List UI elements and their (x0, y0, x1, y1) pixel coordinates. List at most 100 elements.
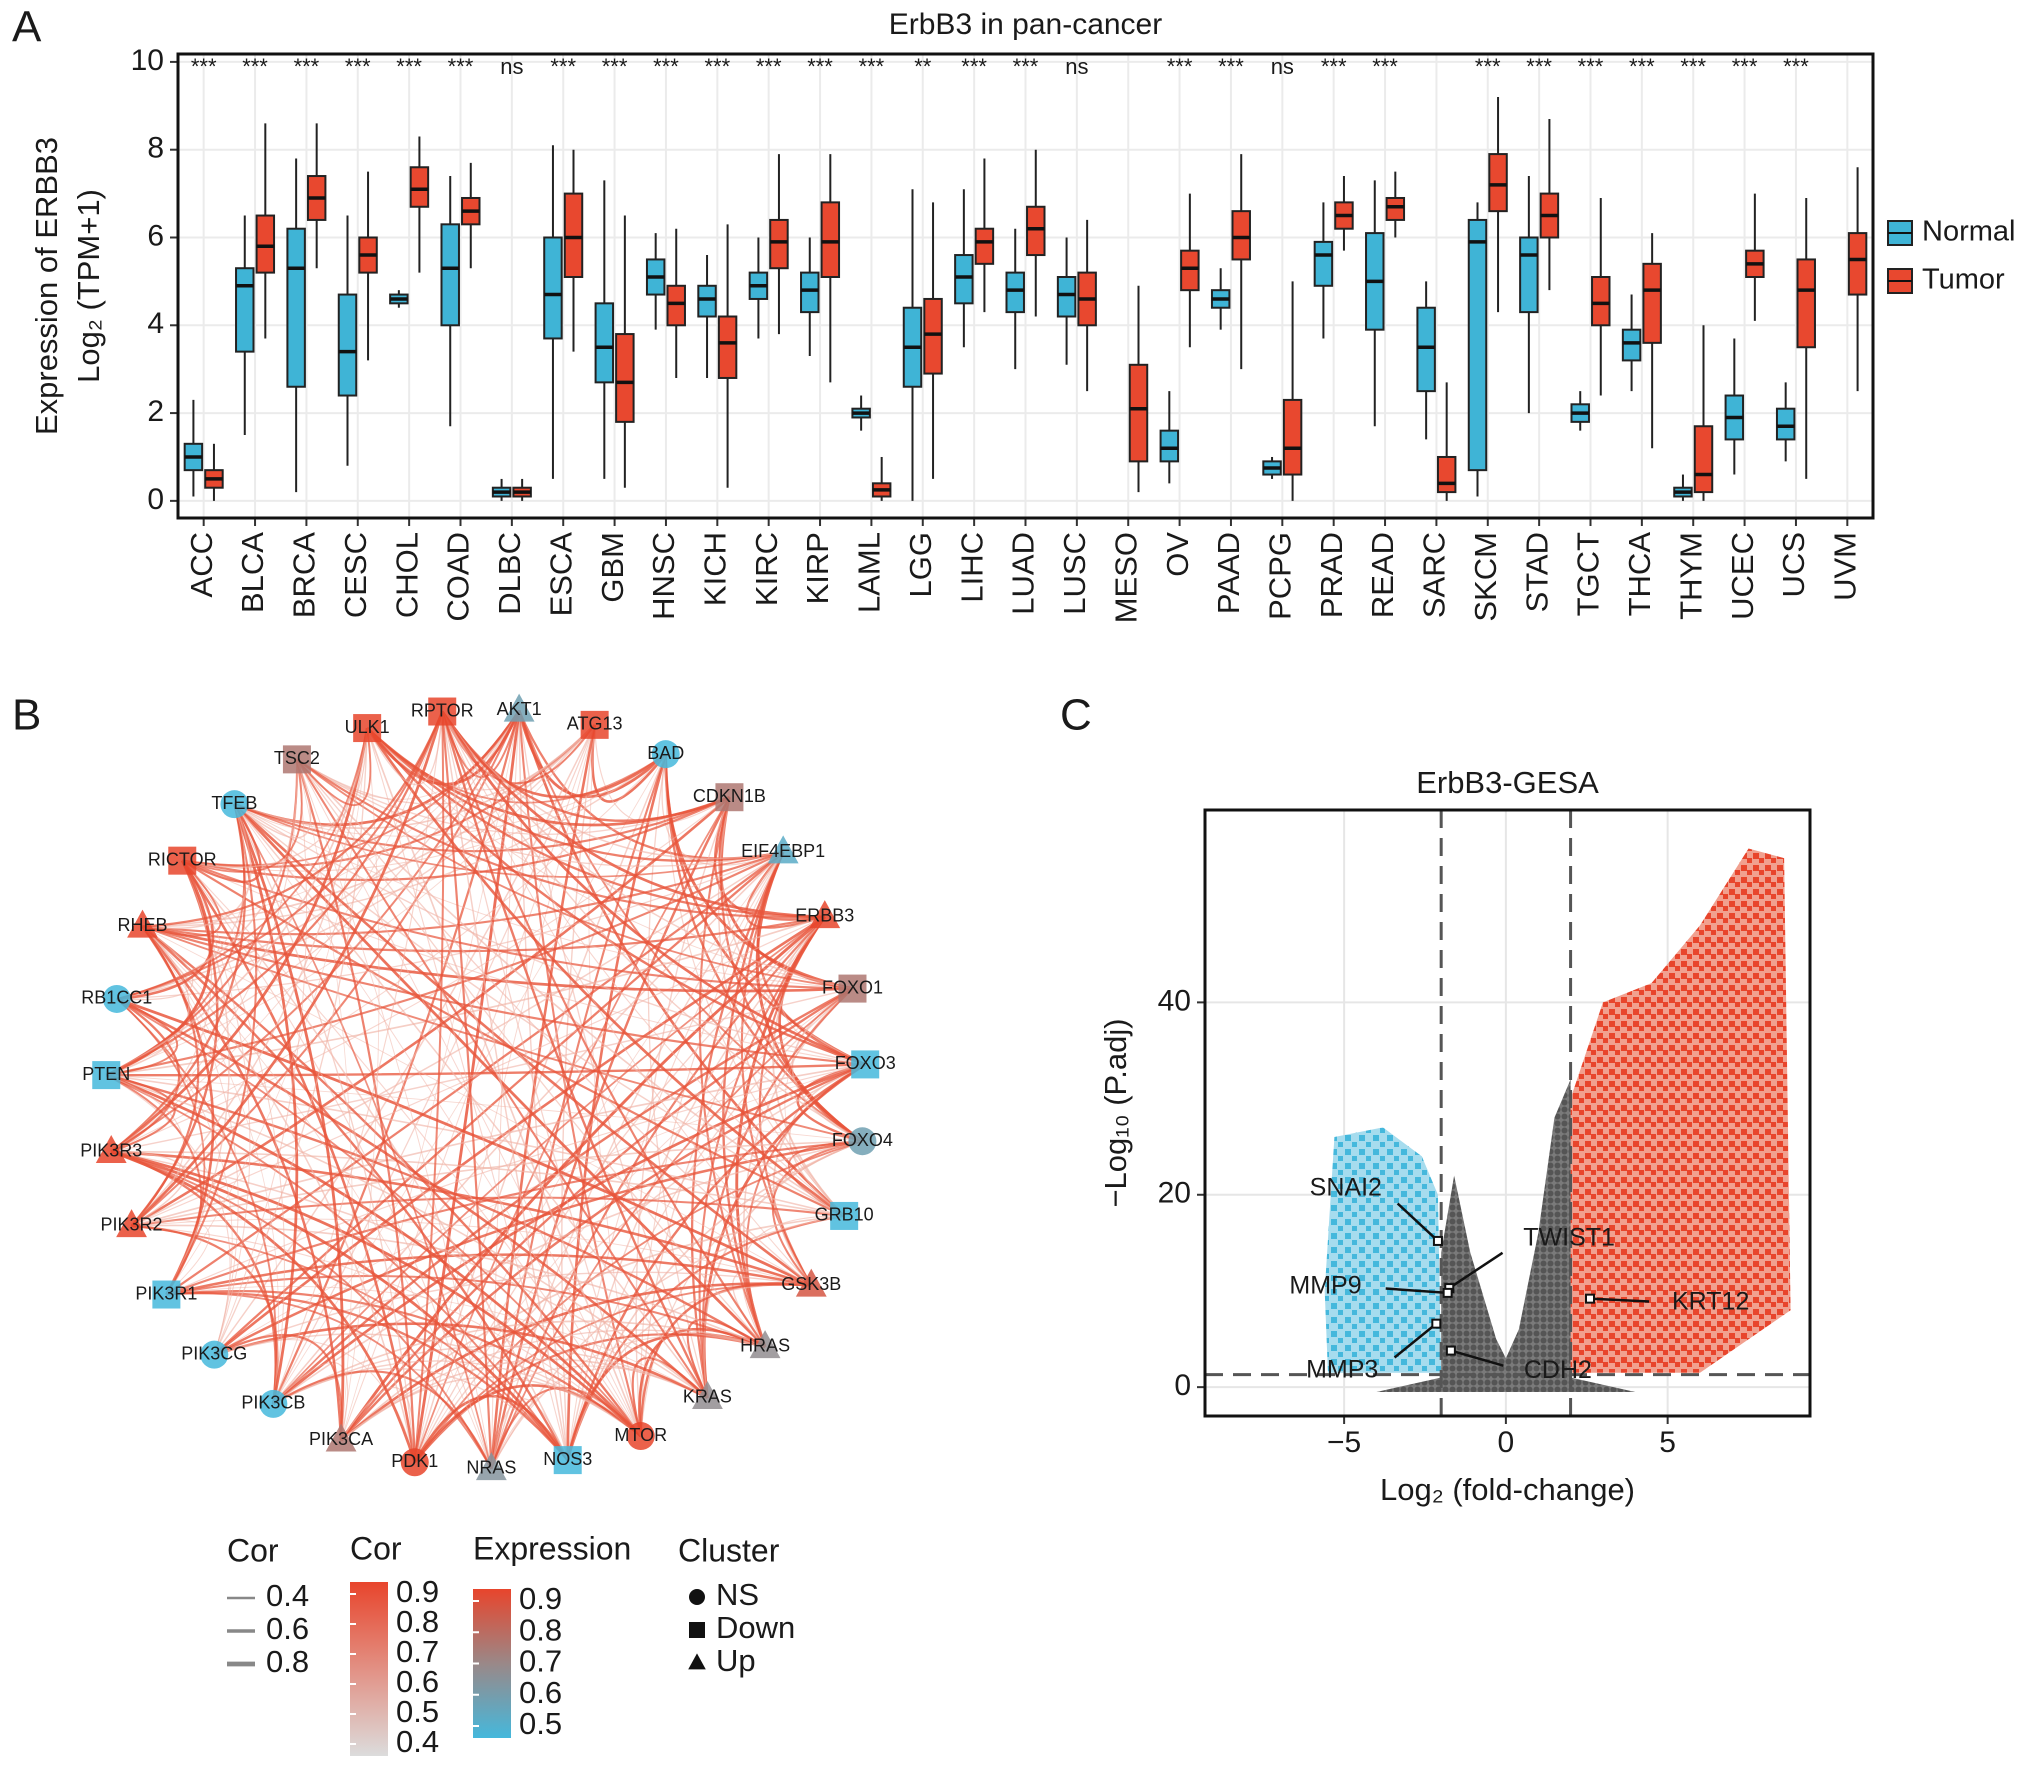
edge (272, 1063, 866, 1405)
significance-label: *** (1629, 54, 1655, 79)
x-tick-label: BRCA (287, 532, 322, 618)
legend-gradient (473, 1589, 511, 1738)
legend-title: Expression (473, 1530, 631, 1566)
edge (116, 998, 642, 1437)
edge (366, 727, 853, 990)
node (688, 1653, 706, 1670)
significance-label: *** (1732, 54, 1758, 79)
box (1467, 218, 1488, 472)
edge (116, 859, 215, 1001)
legend-gradient (350, 1582, 388, 1756)
legend-label: NS (716, 1577, 759, 1612)
x-tick-label: KIRC (749, 532, 784, 606)
node-label: TSC2 (274, 748, 320, 768)
node-label: MTOR (614, 1425, 667, 1445)
box (1591, 276, 1611, 327)
node-label: HRAS (740, 1336, 790, 1356)
y-tick-label: 6 (147, 219, 164, 252)
x-tick-label: LAML (852, 532, 887, 613)
node (715, 783, 744, 812)
edge (181, 860, 251, 1355)
significance-label: *** (1218, 54, 1244, 79)
node-label: PIK3R1 (135, 1283, 197, 1303)
node-label: NRAS (466, 1458, 516, 1478)
node-label: CDKN1B (693, 786, 766, 806)
significance-label: *** (345, 54, 371, 79)
edge (233, 803, 493, 1470)
gene-point (1445, 1345, 1456, 1356)
y-axis-label: −Log₁₀ (P.adj) (1098, 1018, 1133, 1207)
node-label: PDK1 (391, 1451, 438, 1471)
node-label: PIK3R2 (101, 1215, 163, 1235)
node (689, 1622, 705, 1638)
edge (296, 758, 845, 1217)
label-connector (1448, 1251, 1504, 1290)
edge (490, 851, 784, 1470)
edge (110, 759, 298, 1153)
edge (181, 803, 262, 883)
gene-label: MMP9 (1289, 1271, 1361, 1299)
significance-label: ns (500, 54, 523, 79)
node-label: FOXO3 (835, 1053, 896, 1073)
node (200, 1340, 229, 1369)
edge (110, 711, 443, 1153)
significance-label: *** (1013, 54, 1039, 79)
node (767, 835, 799, 864)
edge (234, 803, 853, 990)
x-tick-label: OV (1160, 532, 1195, 577)
edge (366, 727, 866, 1066)
box (594, 302, 615, 384)
node (220, 790, 249, 819)
node-label: GRB10 (815, 1205, 874, 1225)
node-label: RPTOR (411, 700, 474, 720)
edge (105, 1073, 642, 1438)
x-tick-label: LGG (903, 532, 938, 597)
edge (441, 711, 863, 1142)
box (1847, 232, 1868, 296)
edge (340, 1063, 866, 1442)
legend-label: Tumor (1922, 264, 2005, 296)
node (626, 1422, 655, 1451)
edge (414, 1063, 866, 1463)
edge (296, 758, 853, 990)
label-connector (1393, 1322, 1438, 1359)
edge (166, 728, 368, 1295)
edge (142, 803, 252, 930)
legend-label: 0.9 (396, 1574, 439, 1609)
x-tick-label: HNSC (646, 532, 681, 620)
x-tick-label: CHOL (389, 532, 424, 618)
legend-title: Cor (350, 1530, 402, 1566)
edge (441, 711, 853, 990)
node-label: PIK3CB (241, 1393, 305, 1413)
edge (234, 803, 642, 1437)
edge (182, 727, 368, 868)
edge (131, 1225, 569, 1461)
x-tick-label: BLCA (235, 532, 270, 613)
box (255, 214, 276, 274)
box (1313, 240, 1334, 287)
edge (722, 851, 785, 1348)
box (974, 227, 995, 265)
x-tick-label: READ (1365, 532, 1400, 618)
edge (131, 1224, 766, 1348)
edge (166, 1063, 866, 1296)
y-tick-label: 0 (1174, 1369, 1191, 1402)
x-tick-label: CESC (338, 532, 373, 618)
edge (116, 711, 444, 1000)
box (615, 333, 635, 423)
box (800, 271, 820, 314)
box (1385, 196, 1406, 221)
significance-label: ns (1065, 54, 1088, 79)
legend-title: Cluster (678, 1532, 780, 1568)
x-tick-label: GBM (595, 532, 630, 603)
y-tick-label: 10 (131, 44, 164, 77)
edge (213, 724, 596, 1356)
edge (106, 1074, 863, 1142)
edge (142, 926, 239, 1355)
edge (272, 724, 596, 1405)
node (95, 1135, 127, 1164)
edge (233, 803, 845, 1217)
legend-label: 0.8 (266, 1644, 309, 1679)
edge (142, 926, 492, 1470)
node (553, 1446, 582, 1475)
